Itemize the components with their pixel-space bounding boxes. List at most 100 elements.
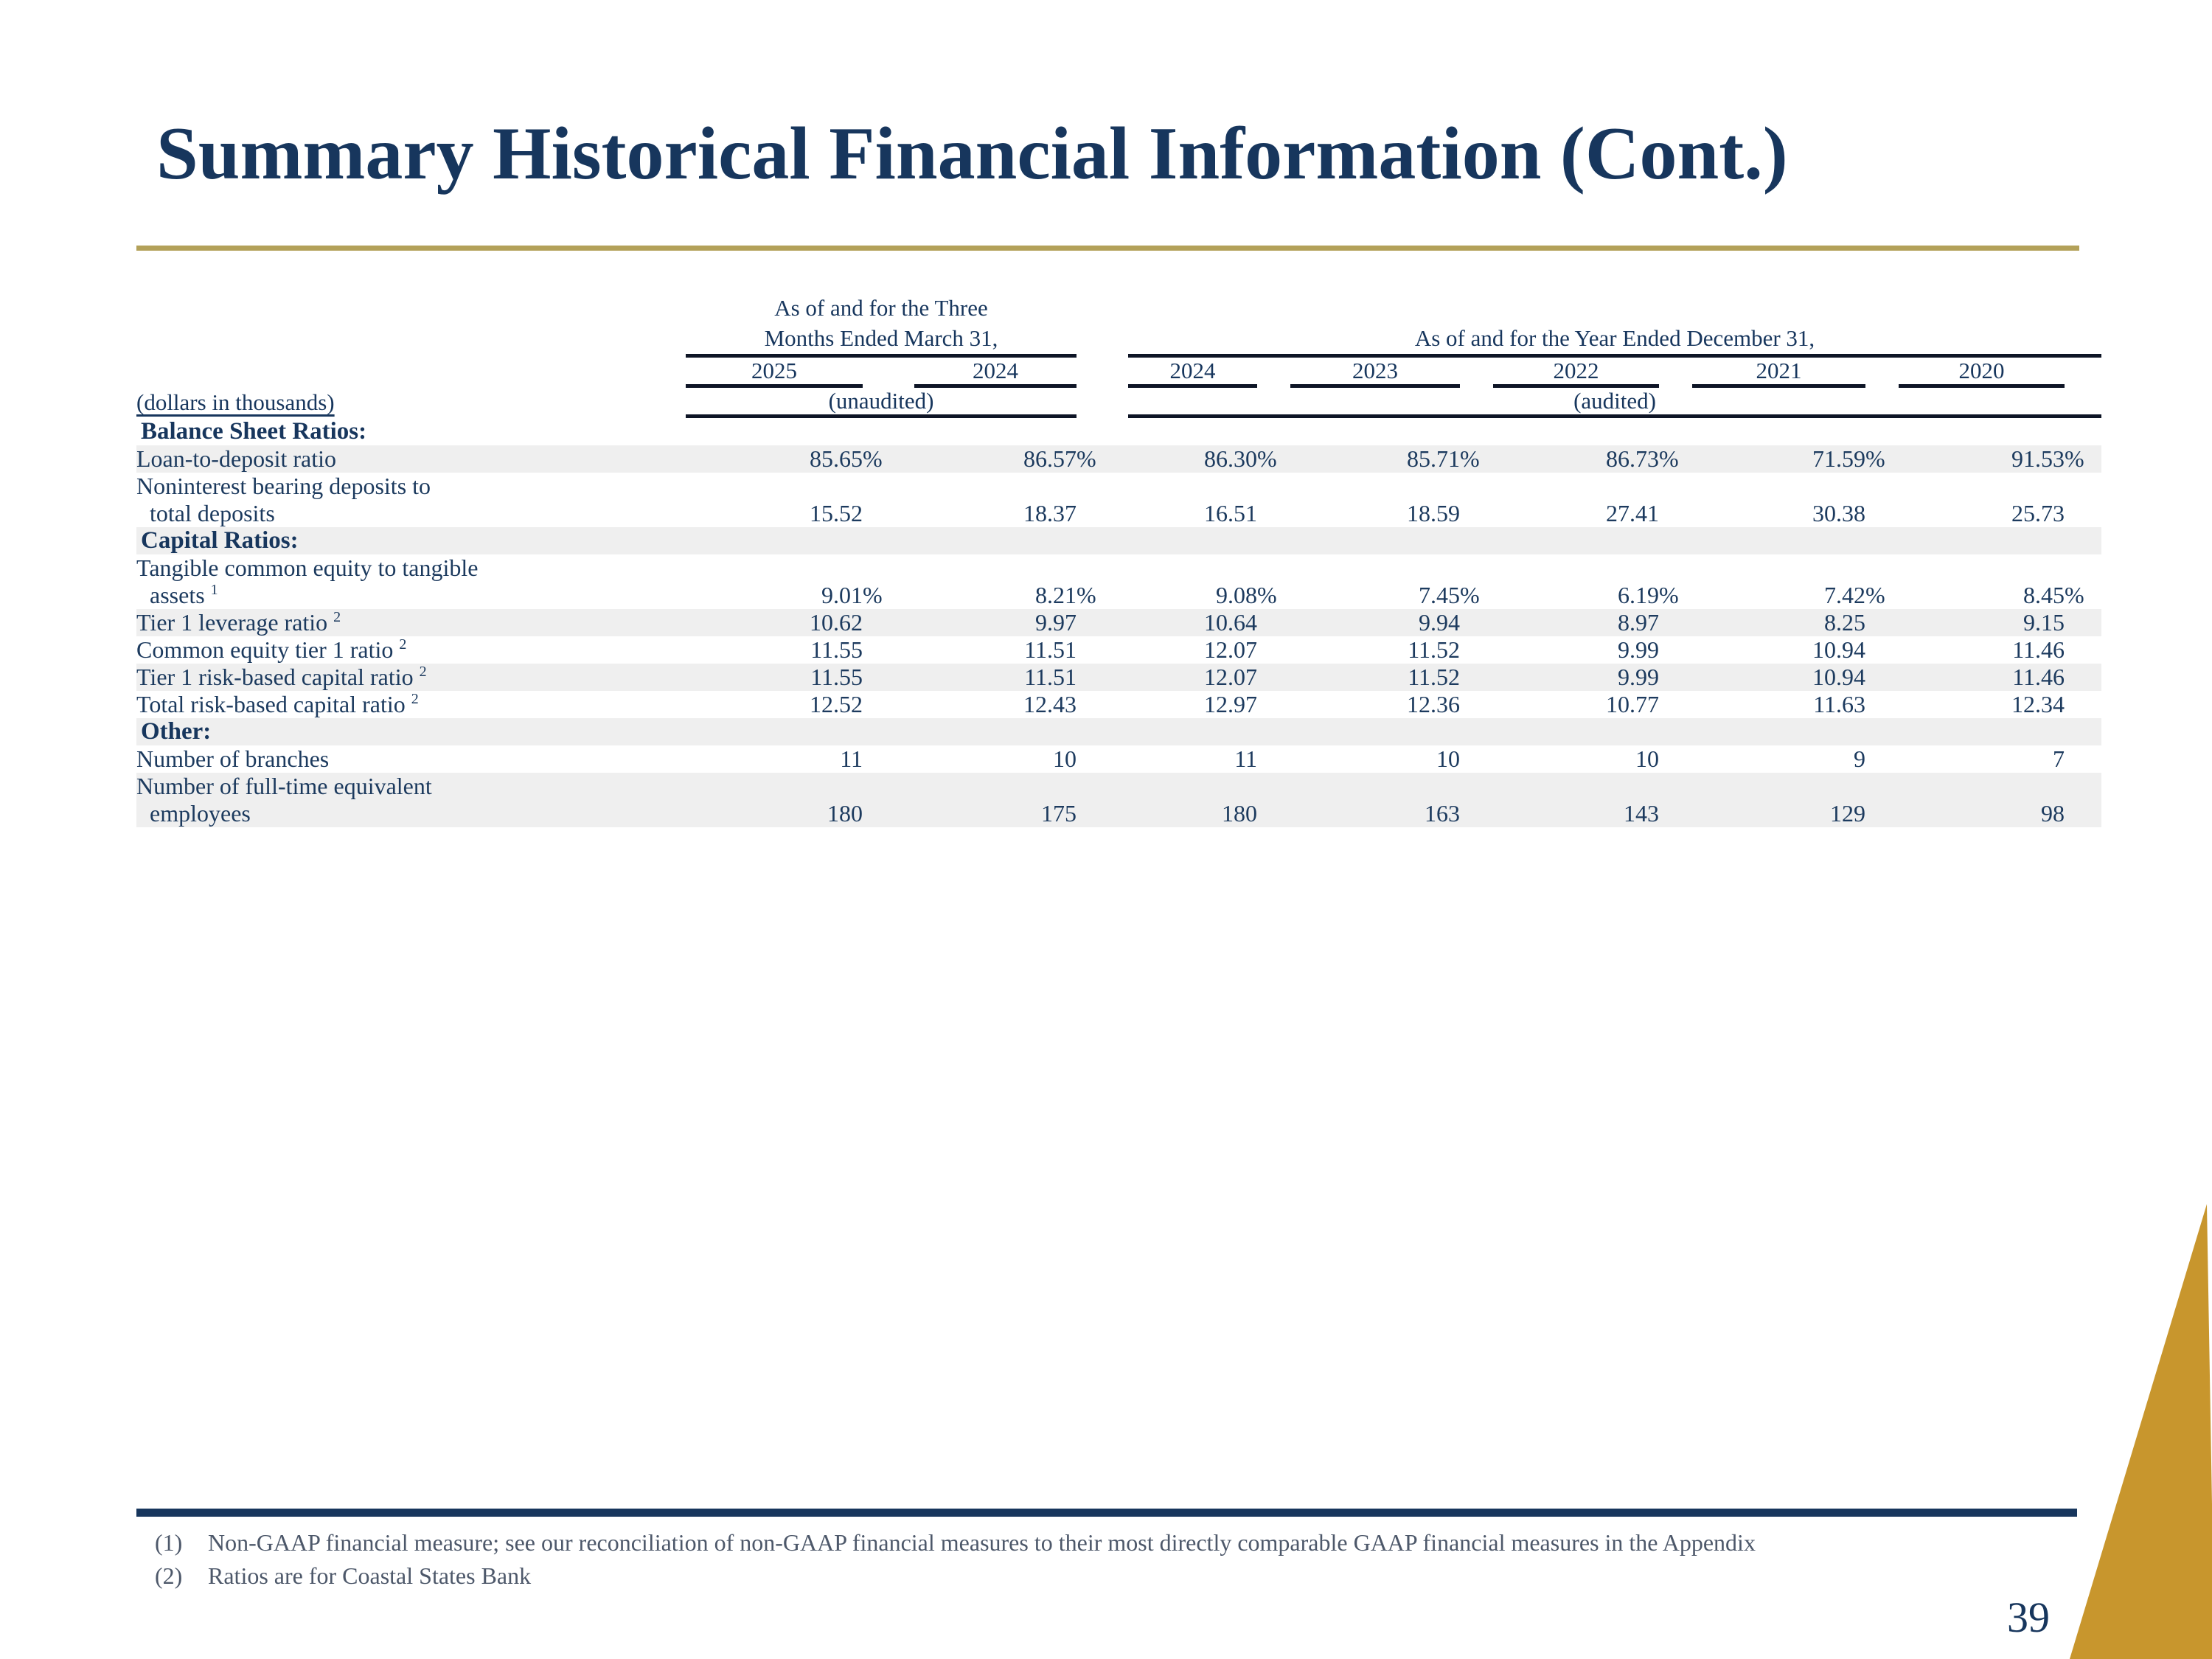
- spacer-cell: [136, 293, 686, 355]
- percent-cell: [1077, 773, 1128, 827]
- percent-cell: %: [1257, 581, 1277, 608]
- year-header: 2021: [1692, 355, 1866, 388]
- value-cell: 18.37: [1023, 499, 1077, 526]
- percent-cell: %: [1077, 581, 1096, 608]
- percent-cell: [1460, 745, 1493, 773]
- percent-cell: [863, 609, 914, 636]
- percent-cell: [2065, 636, 2101, 664]
- value-cell: 11.51: [1024, 636, 1077, 663]
- group-header-row: As of and for the Three Months Ended Mar…: [136, 293, 2102, 358]
- table-section-row: Capital Ratios:: [136, 526, 2102, 554]
- percent-cell: %: [2065, 445, 2084, 472]
- percent-cell: [1659, 636, 1692, 664]
- audited-label: (audited): [1128, 386, 2102, 418]
- value-cell: 175: [1041, 799, 1077, 827]
- percent-cell: %: [1460, 445, 1480, 472]
- value-cell: 11.55: [810, 636, 863, 663]
- value-cell: 85.71: [1407, 445, 1461, 472]
- footnote-marker: (2): [155, 1562, 183, 1589]
- value-cell: 9.01: [821, 581, 863, 608]
- section-label: Other:: [141, 717, 212, 745]
- value-cell: 9.99: [1618, 663, 1660, 690]
- value-cell: 12.97: [1204, 690, 1258, 717]
- percent-cell: [2065, 745, 2101, 773]
- value-cell: 11: [1234, 745, 1258, 772]
- value-cell: 11.63: [1813, 690, 1866, 717]
- percent-cell: [1659, 745, 1692, 773]
- value-cell: 180: [827, 799, 863, 827]
- percent-cell: [1257, 664, 1290, 691]
- row-label: Tier 1 risk-based capital ratio 2: [136, 663, 427, 690]
- percent-cell: [1460, 609, 1493, 636]
- value-cell: 91.53: [2011, 445, 2065, 472]
- value-cell: 8.21: [1035, 581, 1077, 608]
- group1-title-line2: Months Ended March 31,: [764, 324, 998, 351]
- group1-title-line1: As of and for the Three: [774, 295, 988, 321]
- percent-cell: [2065, 691, 2101, 718]
- percent-cell: [1865, 745, 1899, 773]
- page-number: 39: [2007, 1593, 2050, 1641]
- table-row: Tier 1 risk-based capital ratio 2 11.55 1…: [136, 663, 2102, 691]
- value-cell: 10.94: [1812, 636, 1866, 663]
- unaudited-label: (unaudited): [686, 386, 1077, 418]
- value-cell: 12.34: [2011, 690, 2065, 717]
- value-cell: 10: [1436, 745, 1461, 772]
- spacer-cell: [863, 355, 914, 386]
- value-cell: 25.73: [2011, 499, 2065, 526]
- year-header: 2024: [914, 355, 1077, 388]
- percent-cell: [863, 773, 914, 827]
- title-underline-rule: [136, 246, 2079, 251]
- value-cell: 11.55: [810, 663, 863, 690]
- section-label: Balance Sheet Ratios:: [141, 417, 367, 445]
- table-row: Tier 1 leverage ratio 2 10.62 9.97 10.64 …: [136, 608, 2102, 636]
- table-row: Tangible common equity to tangible asset…: [136, 554, 2101, 609]
- value-cell: 18.59: [1407, 499, 1461, 526]
- value-cell: 98: [2041, 799, 2065, 827]
- percent-cell: [863, 745, 914, 773]
- percent-cell: [2065, 773, 2101, 827]
- footnote-2: (2) Ratios are for Coastal States Bank: [155, 1559, 2087, 1593]
- percent-cell: [1257, 691, 1290, 718]
- value-cell: 11: [840, 745, 863, 772]
- year-header: 2022: [1493, 355, 1660, 388]
- row-label: Tangible common equity to tangible asset…: [136, 554, 479, 608]
- value-cell: 86.57: [1023, 445, 1077, 472]
- gold-corner-wedge: [2070, 1204, 2212, 1659]
- year-header: 2020: [1899, 355, 2065, 388]
- row-label: Number of full-time equivalent employees: [136, 772, 432, 827]
- percent-cell: [863, 636, 914, 664]
- percent-cell: [1257, 609, 1290, 636]
- value-cell: 27.41: [1606, 499, 1660, 526]
- percent-cell: [1077, 745, 1128, 773]
- percent-cell: [1077, 691, 1128, 718]
- spacer-cell: [1077, 293, 1128, 355]
- percent-cell: [1257, 636, 1290, 664]
- value-cell: 15.52: [810, 499, 863, 526]
- value-cell: 12.36: [1407, 690, 1461, 717]
- percent-cell: %: [1460, 581, 1480, 608]
- percent-cell: [1257, 473, 1290, 527]
- percent-cell: [1460, 773, 1493, 827]
- percent-cell: [1077, 609, 1128, 636]
- value-cell: 9.99: [1618, 636, 1660, 663]
- spacer-cell: [1257, 355, 1290, 386]
- value-cell: 9.97: [1035, 608, 1077, 636]
- value-cell: 11.52: [1408, 636, 1461, 663]
- percent-cell: [1865, 473, 1899, 527]
- percent-cell: [1865, 691, 1899, 718]
- value-cell: 10.77: [1606, 690, 1660, 717]
- percent-cell: %: [2065, 581, 2084, 608]
- value-cell: 11.46: [2012, 636, 2065, 663]
- spacer-cell: [1077, 386, 1128, 416]
- row-label: Total risk-based capital ratio 2: [136, 690, 419, 717]
- percent-cell: [1659, 773, 1692, 827]
- percent-cell: %: [1659, 445, 1679, 472]
- year-header: 2024: [1128, 355, 1258, 388]
- value-cell: 12.43: [1023, 690, 1077, 717]
- value-cell: 30.38: [1812, 499, 1866, 526]
- percent-cell: [1659, 473, 1692, 527]
- spacer-cell: [136, 355, 686, 386]
- spacer-cell: [1659, 355, 1692, 386]
- spacer-cell: [2065, 355, 2101, 386]
